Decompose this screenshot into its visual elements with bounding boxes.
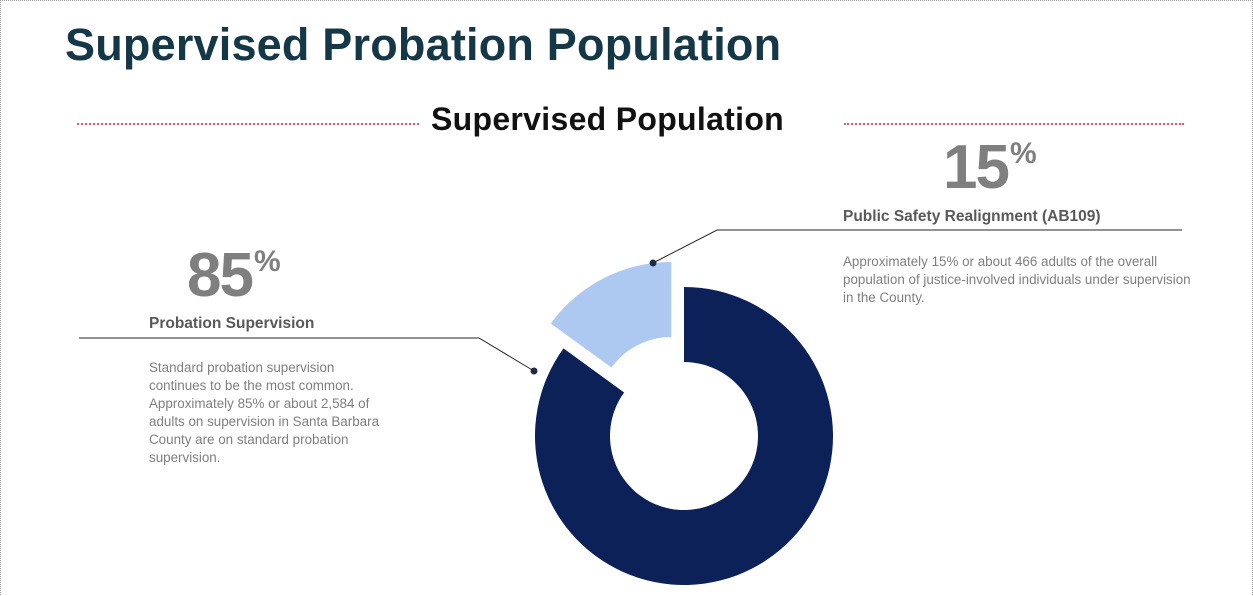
donut-slice-probation-supervision (535, 287, 834, 585)
ab109-percent-sign: % (1009, 137, 1037, 170)
section-divider-left (77, 123, 419, 125)
section-title: Supervised Population (431, 101, 785, 137)
ab109-description: Approximately 15% or about 466 adults of… (843, 254, 1191, 305)
probation-percent-value: 85 (187, 241, 254, 310)
probation-percent: 85% (187, 245, 281, 307)
section-divider-right (844, 123, 1184, 125)
ab109-label: Public Safety Realignment (AB109) (843, 208, 1101, 225)
ab109-leader-line (652, 229, 1182, 264)
page-title: Supervised Probation Population (65, 19, 782, 70)
probation-label: Probation Supervision (149, 315, 315, 332)
probation-description: Standard probation supervision continues… (149, 360, 380, 465)
probation-leader-dot (530, 367, 538, 375)
probation-leader-line (79, 337, 535, 372)
ab109-leader-dot (649, 259, 657, 267)
donut-slice-public-safety-realignment-ab109 (550, 262, 672, 368)
ab109-percent-value: 15 (943, 133, 1010, 202)
ab109-percent: 15% (943, 137, 1037, 199)
probation-percent-sign: % (253, 245, 281, 278)
